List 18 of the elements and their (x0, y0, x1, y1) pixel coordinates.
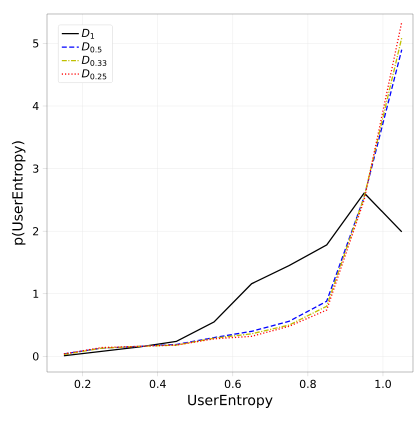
y-tick-label: 3 (33, 164, 38, 173)
x-tick-label: 0.8 (300, 380, 316, 388)
legend-label: D$_{0.25}$ (82, 69, 106, 80)
line-series (63, 192, 402, 356)
x-axis-title: UserEntropy (188, 394, 273, 408)
legend-label: D$_{0.33}$ (82, 56, 106, 66)
x-tick-label: 0.6 (224, 380, 241, 388)
x-tick-label: 0.2 (74, 380, 90, 388)
y-axis-title: p(UserEntropy) (12, 141, 26, 245)
y-tick-label: 2 (33, 227, 38, 236)
y-tick-label: 1 (33, 290, 38, 298)
x-tick-label: 0.4 (150, 380, 166, 388)
legend-label: D$_{0.5}$ (82, 42, 102, 52)
y-tick-label: 4 (32, 102, 39, 110)
x-tick-label: 1.0 (375, 380, 391, 388)
legend-label: D$_{1}$ (82, 28, 94, 39)
y-tick-label: 5 (33, 39, 38, 48)
y-tick-label: 0 (32, 352, 38, 360)
